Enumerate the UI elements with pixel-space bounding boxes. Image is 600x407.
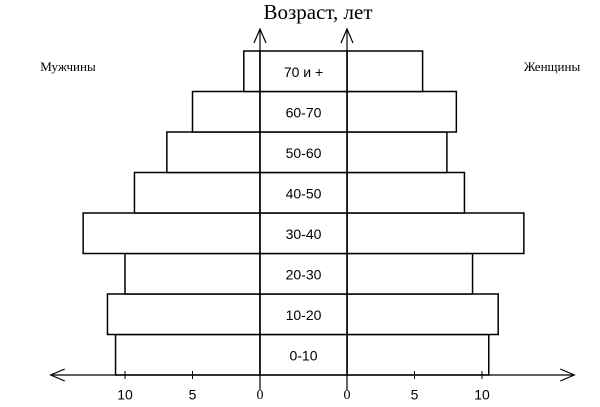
female-bar <box>346 50 424 93</box>
female-bar <box>346 293 499 336</box>
x-tick-label: 0 <box>257 388 264 403</box>
axis-arrow <box>340 27 354 44</box>
male-bar <box>114 333 261 376</box>
series-label: Мужчины <box>40 59 96 74</box>
x-tick-label: 5 <box>411 387 419 403</box>
center-cell <box>259 293 348 336</box>
center-cell <box>259 90 348 133</box>
chart-title: Возраст, лет <box>263 0 372 24</box>
female-bar <box>346 333 490 376</box>
x-tick-label: 0 <box>344 388 351 403</box>
series-label: Женщины <box>524 59 581 74</box>
age-label: 40-50 <box>286 185 322 201</box>
female-bar <box>346 171 466 214</box>
axis-arrow <box>560 368 576 382</box>
male-bar <box>243 50 261 93</box>
age-label: 0-10 <box>289 347 317 363</box>
age-label: 30-40 <box>286 226 322 242</box>
female-bar <box>346 252 474 295</box>
age-label: 10-20 <box>286 307 322 323</box>
male-bar <box>166 131 261 174</box>
x-tick-label: 10 <box>117 387 133 403</box>
male-bar <box>191 90 261 133</box>
x-tick-label: 5 <box>189 387 197 403</box>
age-label: 50-60 <box>286 145 322 161</box>
male-bar <box>106 293 261 336</box>
female-bar <box>346 90 458 133</box>
male-bar <box>133 171 261 214</box>
female-bar <box>346 212 525 255</box>
male-bar <box>124 252 261 295</box>
x-tick-label: 10 <box>474 387 490 403</box>
male-bar <box>82 212 261 255</box>
age-label: 70 и + <box>284 64 323 80</box>
age-label: 20-30 <box>286 266 322 282</box>
female-bar <box>346 131 448 174</box>
axis-arrow <box>253 27 267 44</box>
axis-arrow <box>49 368 65 382</box>
center-cell <box>259 171 348 214</box>
age-label: 60-70 <box>286 104 322 120</box>
